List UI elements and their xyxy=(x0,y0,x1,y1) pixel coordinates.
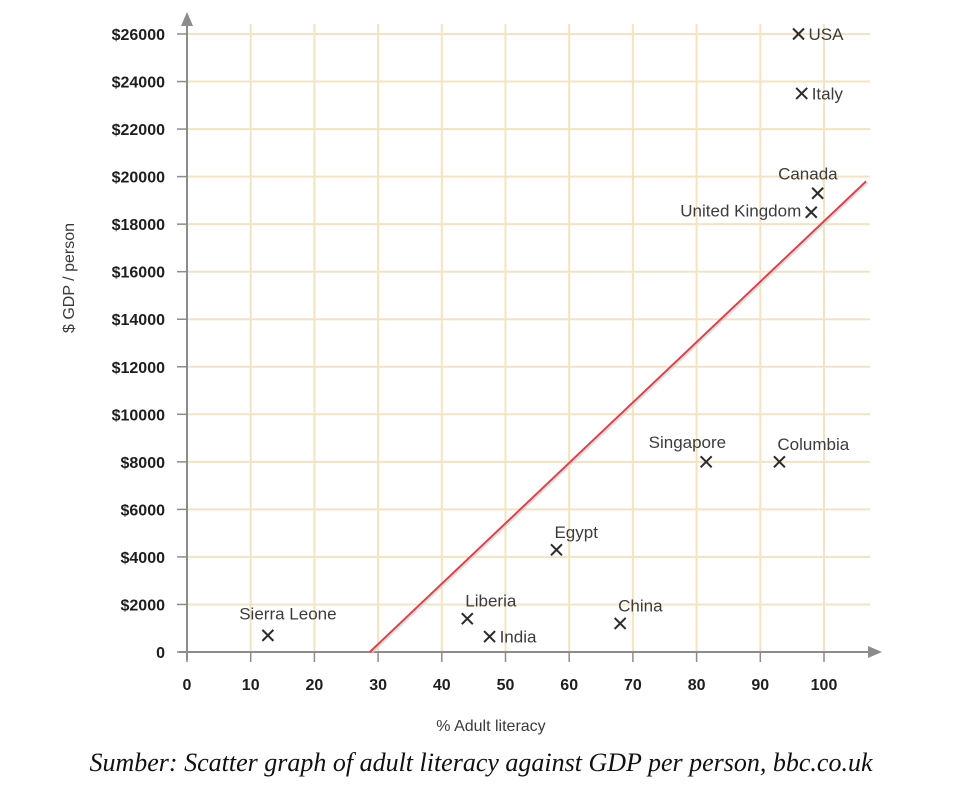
point-marker-stroke xyxy=(795,87,808,100)
point-marker-stroke xyxy=(811,187,824,200)
data-point: Sierra Leone xyxy=(239,604,337,642)
trend-line-group xyxy=(369,180,869,654)
data-point: Canada xyxy=(778,164,838,200)
source-caption: Sumber: Scatter graph of adult literacy … xyxy=(89,748,873,777)
y-axis-label: $ GDP / person xyxy=(61,223,78,333)
x-tick-label: 70 xyxy=(624,677,642,694)
y-tick-label: $12000 xyxy=(112,360,165,377)
axes xyxy=(179,12,882,660)
point-label: India xyxy=(500,628,537,647)
x-tick-label: 20 xyxy=(306,677,324,694)
x-tick-label: 10 xyxy=(242,677,260,694)
x-tick-label: 100 xyxy=(811,677,838,694)
data-point: Italy xyxy=(795,84,844,103)
point-label: Egypt xyxy=(554,523,598,542)
data-point: China xyxy=(613,596,663,630)
y-tick-label: $10000 xyxy=(112,407,165,424)
point-marker-stroke xyxy=(613,617,627,630)
y-tick-label: $4000 xyxy=(121,550,166,567)
ticks: 0 $2000 $4000 $6000 $8000 $10000 $12000 $14000 $… xyxy=(112,27,838,694)
point-label: Columbia xyxy=(777,435,849,454)
point-label: Canada xyxy=(778,164,838,183)
scatter-chart: 0 $2000 $4000 $6000 $8000 $10000 $12000 $14000 $… xyxy=(61,12,882,735)
x-axis-arrow xyxy=(868,646,882,658)
point-marker-stroke xyxy=(699,455,713,469)
grid xyxy=(187,24,870,652)
y-tick-label: $16000 xyxy=(112,265,165,282)
x-tick-label: 0 xyxy=(183,677,192,694)
data-point: USA xyxy=(792,25,845,44)
x-tick-label: 50 xyxy=(497,677,515,694)
trend-line-shadow xyxy=(371,181,869,654)
point-label: Sierra Leone xyxy=(239,604,336,623)
x-tick-label: 80 xyxy=(688,677,706,694)
point-label: Singapore xyxy=(649,433,727,452)
x-tick-label: 90 xyxy=(751,677,769,694)
data-points: USA Italy Canada United Kingdom Singapore Col… xyxy=(239,25,850,647)
point-marker-stroke xyxy=(792,27,805,41)
x-axis-label: % Adult literacy xyxy=(436,718,545,735)
data-point: Columbia xyxy=(773,435,850,469)
point-marker-stroke xyxy=(550,543,563,556)
trend-line xyxy=(369,180,867,653)
point-marker-stroke xyxy=(261,629,275,642)
point-label: USA xyxy=(809,25,845,44)
data-point: Liberia xyxy=(461,592,517,625)
y-axis-arrow xyxy=(181,12,193,26)
y-tick-label: $14000 xyxy=(112,312,165,329)
y-tick-label: $20000 xyxy=(112,170,165,187)
y-tick-label: $8000 xyxy=(121,455,166,472)
data-point: India xyxy=(483,628,537,647)
data-point: United Kingdom xyxy=(680,201,818,220)
y-tick-label: $26000 xyxy=(112,27,165,44)
data-point: Singapore xyxy=(649,433,727,469)
y-tick-label: $6000 xyxy=(121,502,166,519)
x-tick-label: 40 xyxy=(433,677,451,694)
y-tick-label: $18000 xyxy=(112,217,165,234)
point-label: Liberia xyxy=(465,592,517,611)
point-label: United Kingdom xyxy=(680,201,801,220)
y-tick-label: $2000 xyxy=(121,597,166,614)
point-marker-stroke xyxy=(805,206,818,219)
y-tick-label: $24000 xyxy=(112,75,165,92)
point-marker-stroke xyxy=(483,630,496,643)
point-label: China xyxy=(618,596,663,615)
y-tick-label: $22000 xyxy=(112,122,165,139)
point-label: Italy xyxy=(812,84,844,103)
x-tick-label: 60 xyxy=(560,677,578,694)
y-tick-label: 0 xyxy=(156,645,165,662)
data-point: Egypt xyxy=(550,523,598,556)
point-marker-stroke xyxy=(773,455,786,469)
x-tick-label: 30 xyxy=(369,677,387,694)
point-marker-stroke xyxy=(461,612,474,625)
